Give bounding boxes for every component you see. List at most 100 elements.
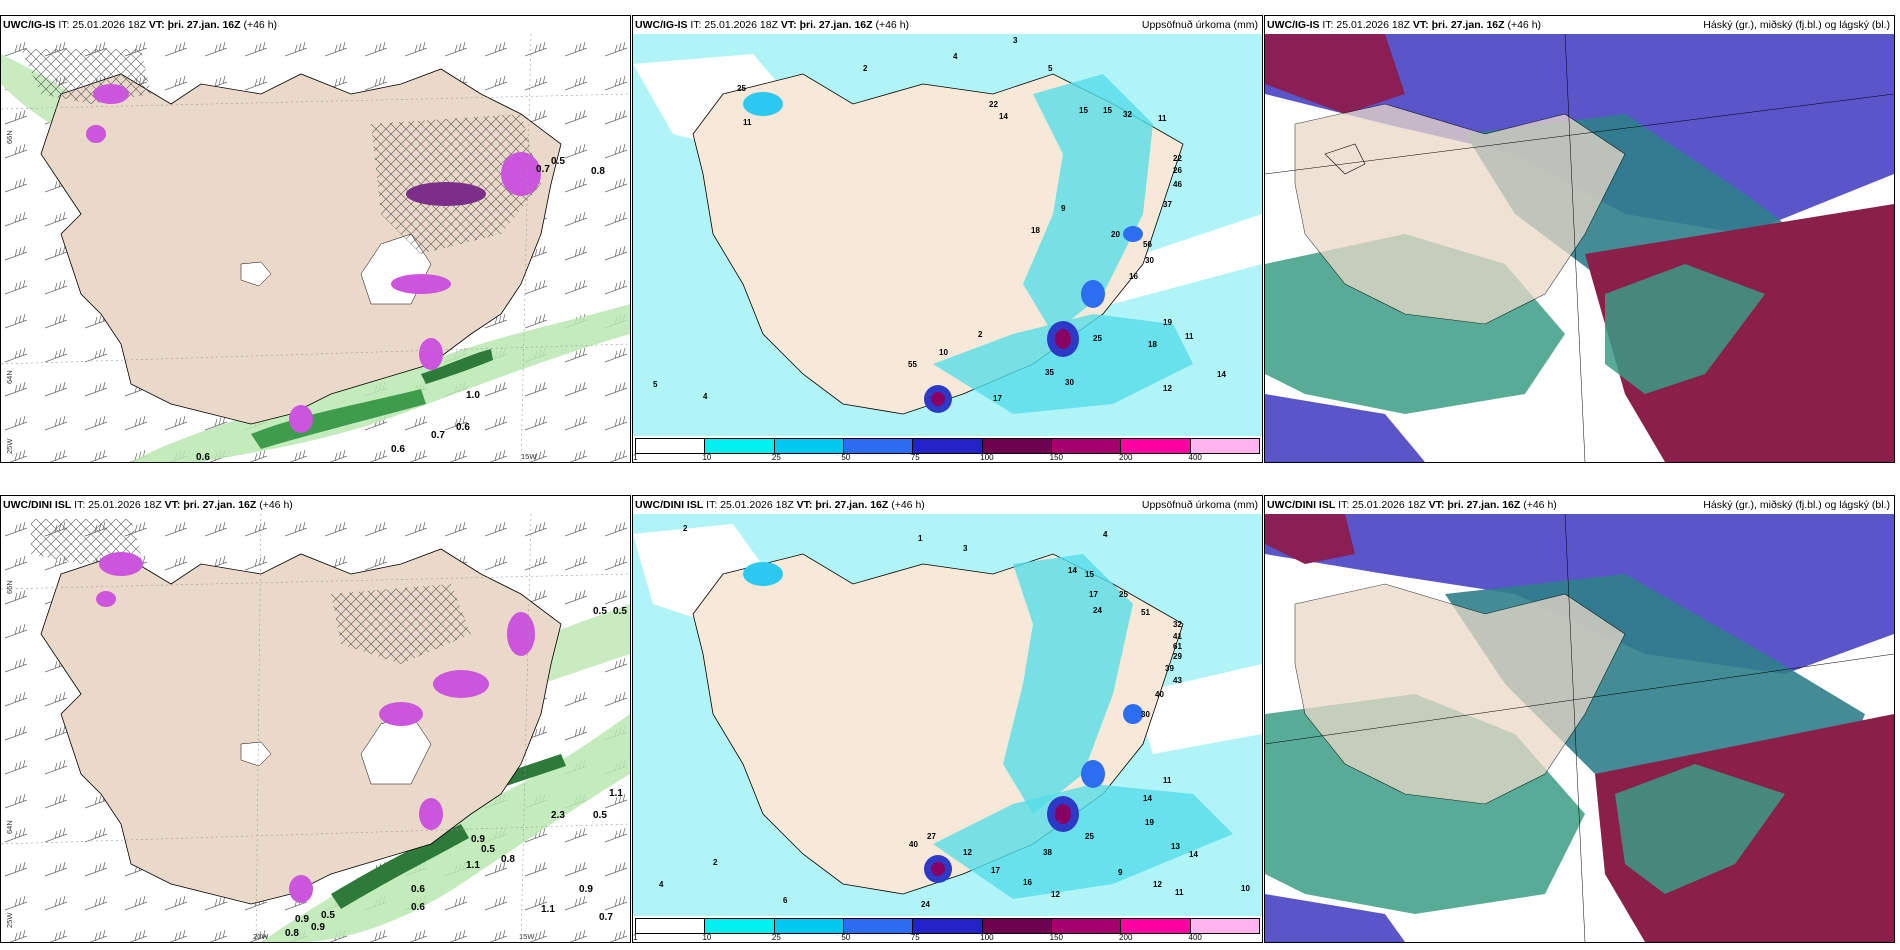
colorbar-cell (1051, 439, 1122, 453)
precip-value: 12 (1153, 880, 1162, 889)
precip-value: 12 (1163, 384, 1172, 393)
precip-value: 40 (1155, 690, 1164, 699)
colorbar-cell (982, 439, 1052, 453)
precip-value: 29 (1173, 652, 1182, 661)
panel-title: UWC/DINI ISL IT: 25.01.2026 18Z VT: þri.… (3, 499, 293, 511)
colorbar-cell (774, 439, 844, 453)
precip-value: 25 (1093, 334, 1102, 343)
precip-value: 5 (1048, 64, 1053, 73)
colorbar-cell (705, 919, 775, 933)
precip-value: 1.1 (466, 860, 480, 871)
precip-value: 0.5 (593, 810, 607, 821)
precip-value: 4 (953, 52, 958, 61)
panel-top-left: UWC/IG-IS IT: 25.01.2026 18Z VT: þri. 27… (0, 15, 631, 463)
panel-top-right: UWC/IG-IS IT: 25.01.2026 18Z VT: þri. 27… (1264, 15, 1895, 463)
colorbar-label: 75 (910, 453, 920, 462)
colorbar-label: 100 (980, 933, 994, 942)
panel-title: UWC/IG-IS IT: 25.01.2026 18Z VT: þri. 27… (635, 19, 910, 31)
lon-label: 20W (253, 932, 269, 941)
colorbar-cell (913, 919, 983, 933)
precip-value: 17 (1089, 590, 1098, 599)
lon-label: 15W (521, 452, 537, 461)
map-canvas (1265, 34, 1894, 462)
precip-value: 43 (1173, 676, 1182, 685)
lat-label: 66N (5, 580, 14, 594)
precip-value: 22 (989, 100, 998, 109)
precip-value: 17 (991, 866, 1000, 875)
precip-value: 0.5 (613, 606, 627, 617)
wind-precip-map[interactable]: 66N 64N 25W 20W 15W 0.5 0.5 1.1 0.5 2.3 … (1, 514, 630, 942)
colorbar-cell (705, 439, 775, 453)
precip-value: 2 (713, 858, 718, 867)
precip-value: 35 (1045, 368, 1054, 377)
precip-value: 25 (1085, 832, 1094, 841)
colorbar-labels: 1 10 25 50 75 100 150 200 400 (633, 933, 1260, 942)
precip-value: 46 (1173, 180, 1182, 189)
colorbar-cells (635, 438, 1260, 454)
panel-title: UWC/DINI ISL IT: 25.01.2026 18Z VT: þri.… (1267, 499, 1557, 511)
cloud-cover-map[interactable] (1265, 514, 1894, 942)
colorbar: 1 10 25 50 75 100 150 200 400 (633, 436, 1262, 462)
precip-value: 0.7 (599, 912, 613, 923)
panel-subtitle: Uppsöfnuð úrkoma (mm) (1141, 499, 1258, 511)
accumulated-precip-map[interactable]: 2 4 3 1 14 15 17 25 24 51 32 41 61 29 39… (633, 514, 1262, 916)
panel-top-middle: UWC/IG-IS IT: 25.01.2026 18Z VT: þri. 27… (632, 15, 1263, 463)
precip-value: 9 (1118, 868, 1123, 877)
precip-value: 14 (1143, 794, 1152, 803)
colorbar-cells (635, 918, 1260, 934)
precip-value: 55 (908, 360, 917, 369)
colorbar: 1 10 25 50 75 100 150 200 400 (633, 916, 1262, 942)
colorbar-cell (1190, 919, 1259, 933)
precip-value: 22 (1173, 154, 1182, 163)
precip-value: 0.5 (481, 844, 495, 855)
colorbar-label: 150 (1049, 933, 1063, 942)
precip-value: 1 (918, 534, 923, 543)
colorbar-cell (1121, 919, 1191, 933)
colorbar-label: 10 (702, 933, 712, 942)
panel-title: UWC/IG-IS IT: 25.01.2026 18Z VT: þri. 27… (1267, 19, 1542, 31)
precip-value: 12 (1051, 890, 1060, 899)
precip-value: 0.9 (295, 914, 309, 925)
accumulated-precip-map[interactable]: 3 4 2 5 15 25 11 22 14 15 32 11 22 26 46… (633, 34, 1262, 436)
colorbar-label: 400 (1188, 933, 1202, 942)
precip-value: 4 (1103, 530, 1108, 539)
lon-label: 15W (519, 932, 535, 941)
precip-value: 14 (1217, 370, 1226, 379)
precip-value: 15 (1079, 106, 1088, 115)
lat-label: 25W (5, 438, 14, 454)
precip-value: 51 (1141, 608, 1150, 617)
precip-value: 25 (737, 84, 746, 93)
precip-value: 16 (1023, 878, 1032, 887)
map-canvas (633, 34, 1262, 436)
wind-precip-map[interactable]: 66N 64N 25W 15W 0.8 1.0 0.6 0.7 0.6 0.6 … (1, 34, 630, 462)
precip-value: 0.9 (311, 922, 325, 933)
precip-value: 40 (909, 840, 918, 849)
precip-value: 0.6 (196, 452, 210, 463)
lat-label: 66N (5, 130, 14, 144)
precip-value: 26 (1173, 166, 1182, 175)
precip-value: 0.8 (501, 854, 515, 865)
colorbar-cell (636, 919, 706, 933)
map-canvas (633, 514, 1262, 916)
colorbar-label: 1 (633, 933, 638, 942)
colorbar-labels: 1 10 25 50 75 100 150 200 400 (633, 453, 1260, 462)
precip-value: 61 (1173, 642, 1182, 651)
colorbar-cell (774, 919, 844, 933)
precip-value: 0.6 (411, 884, 425, 895)
precip-value: 3 (963, 544, 968, 553)
colorbar-label: 10 (702, 453, 712, 462)
cloud-cover-map[interactable] (1265, 34, 1894, 462)
colorbar-cell (636, 439, 706, 453)
precip-value: 24 (1093, 606, 1102, 615)
precip-value: 38 (1043, 848, 1052, 857)
colorbar-label: 75 (910, 933, 920, 942)
precip-value: 24 (921, 900, 930, 909)
panel-bottom-left: UWC/DINI ISL IT: 25.01.2026 18Z VT: þri.… (0, 495, 631, 943)
precip-value: 25 (1119, 590, 1128, 599)
colorbar-label: 25 (771, 453, 781, 462)
lat-label: 64N (5, 370, 14, 384)
panel-subtitle: Háský (gr.), miðský (fj.bl.) og lágský (… (1703, 19, 1890, 31)
precip-value: 9 (1061, 204, 1066, 213)
precip-value: 12 (963, 848, 972, 857)
precip-value: 0.5 (321, 910, 335, 921)
